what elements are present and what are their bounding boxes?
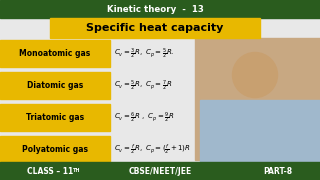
Bar [50,18,260,38]
Text: TH: TH [73,168,81,172]
Text: PART-8: PART-8 [263,166,292,176]
Text: CBSE/NEET/JEE: CBSE/NEET/JEE [128,166,192,176]
Ellipse shape [233,53,277,98]
Bar [195,38,320,160]
Text: Polyatomic gas: Polyatomic gas [22,145,88,154]
Text: Specific heat capacity: Specific heat capacity [86,23,224,33]
Text: Triatomic gas: Triatomic gas [26,113,84,122]
Bar [0,162,320,180]
Bar [0,136,110,163]
Text: $C_v= \frac{5}{2}R,\ C_p= \frac{7}{2}R$: $C_v= \frac{5}{2}R,\ C_p= \frac{7}{2}R$ [114,78,172,93]
Bar [0,104,110,131]
Bar [200,100,320,162]
Text: $C_v= \frac{3}{2}R,\ C_p= \frac{5}{2}R.$: $C_v= \frac{3}{2}R,\ C_p= \frac{5}{2}R.$ [114,46,174,61]
Bar [0,72,110,99]
Text: $C_v= \frac{6}{2}R\ ,\ C_p= \frac{9}{2}R$: $C_v= \frac{6}{2}R\ ,\ C_p= \frac{9}{2}R… [114,110,174,125]
Text: Monoatomic gas: Monoatomic gas [20,49,91,58]
Bar [0,40,110,67]
Text: CLASS – 11: CLASS – 11 [27,166,73,176]
Bar [0,0,320,18]
Text: Kinetic theory  -  13: Kinetic theory - 13 [107,4,204,14]
Text: Diatomic gas: Diatomic gas [27,81,83,90]
Text: $C_v= \frac{f}{2}R,\ C_p=(\frac{f}{2}+1)R$: $C_v= \frac{f}{2}R,\ C_p=(\frac{f}{2}+1)… [114,142,190,157]
